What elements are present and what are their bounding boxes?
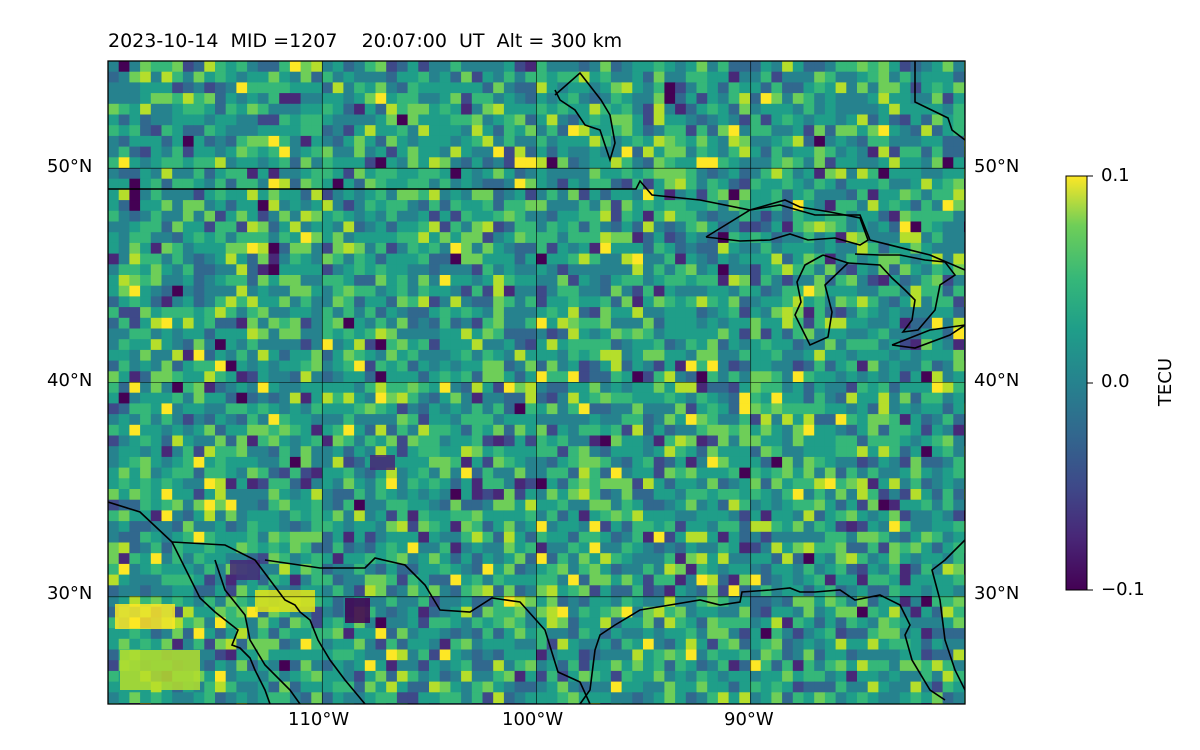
lat-label-right: 30°N [974, 583, 1020, 604]
lake-superior [705, 199, 869, 246]
lat-label-left: 50°N [47, 156, 93, 177]
coastlines [108, 61, 965, 704]
colorbar-tick-label: 0.0 [1101, 371, 1130, 392]
colorbar-tick-label: 0.1 [1101, 165, 1130, 186]
lon-label: 90°W [724, 709, 774, 730]
gulf-of-california-coast [171, 541, 366, 704]
colorbar-label: TECU [1155, 357, 1177, 407]
gulf-coast [579, 587, 946, 704]
pacific-coast [108, 501, 271, 704]
lon-label: 100°W [502, 709, 564, 730]
lon-label: 110°W [288, 709, 350, 730]
hudson-bay-coast [914, 61, 965, 141]
james-bay-coast [554, 71, 616, 163]
colorbar [1066, 176, 1087, 590]
lat-label-left: 30°N [47, 583, 93, 604]
us-mexico-border [264, 557, 591, 704]
colorbar-tick-label: −0.1 [1101, 579, 1145, 600]
us-canada-border [108, 179, 965, 271]
map-frame [107, 60, 966, 705]
map-title: 2023-10-14 MID =1207 20:07:00 UT Alt = 3… [108, 30, 623, 52]
gridlines [108, 61, 965, 704]
lat-label-left: 40°N [47, 370, 93, 391]
florida-coast [931, 539, 965, 691]
lake-huron [847, 253, 957, 334]
lat-label-right: 50°N [974, 156, 1020, 177]
tec-heatmap [108, 61, 965, 704]
lake-erie [891, 324, 965, 349]
baja-coast [214, 559, 301, 704]
lat-label-right: 40°N [974, 370, 1020, 391]
lake-michigan [794, 254, 850, 347]
